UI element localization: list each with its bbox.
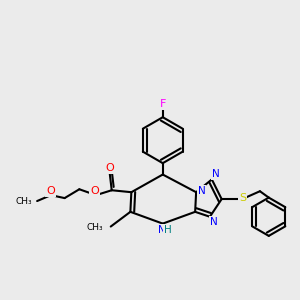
Text: CH₃: CH₃ (87, 223, 103, 232)
Text: F: F (160, 99, 166, 109)
Text: S: S (239, 193, 246, 202)
Text: N: N (158, 225, 166, 235)
Text: N: N (212, 169, 220, 179)
Text: N: N (198, 186, 205, 196)
Text: H: H (164, 225, 172, 235)
Text: N: N (210, 217, 218, 227)
Text: O: O (105, 163, 114, 173)
Text: CH₃: CH₃ (15, 196, 32, 206)
Text: O: O (90, 186, 99, 196)
Text: O: O (46, 186, 55, 196)
